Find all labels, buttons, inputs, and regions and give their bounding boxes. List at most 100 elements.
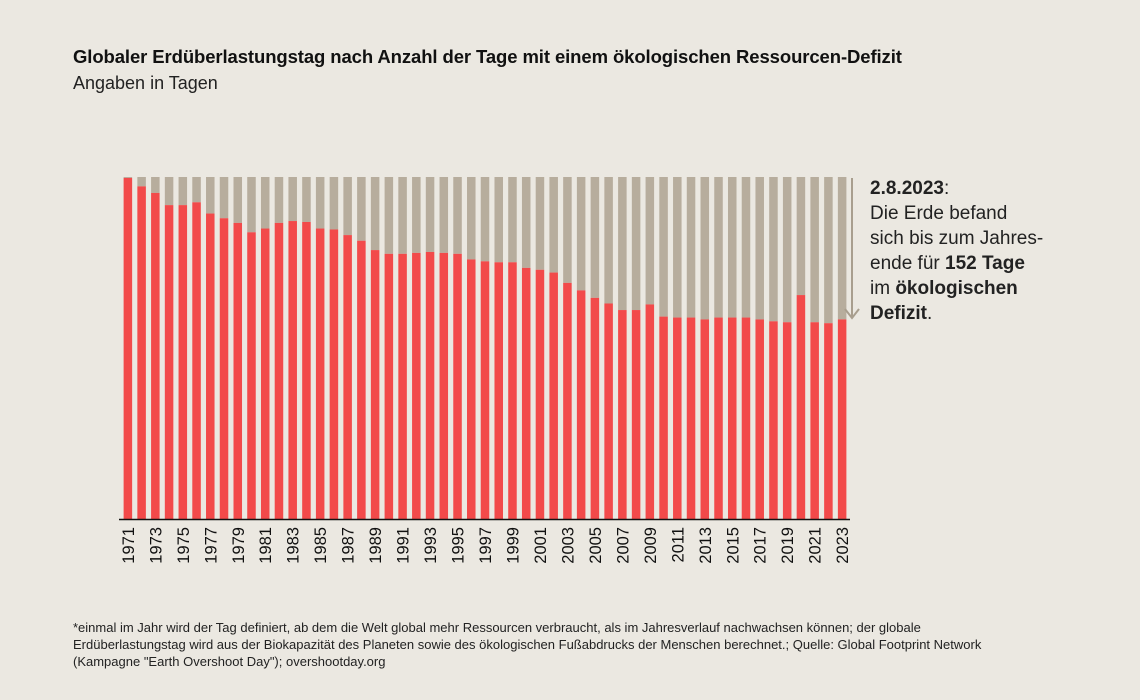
annotation-callout: 2.8.2023: Die Erde befand sich bis zum J…	[870, 176, 1120, 326]
bar-overshoot-2023	[837, 319, 847, 519]
x-tick-label: 1983	[285, 527, 303, 564]
x-tick-label: 1993	[422, 527, 440, 564]
bar-overshoot-2001	[535, 269, 545, 519]
bar-deficit-2021	[810, 177, 819, 323]
bar-deficit-2008	[631, 177, 641, 311]
bar-deficit-2010	[659, 177, 668, 317]
bar-deficit-1981	[260, 177, 270, 229]
chart-title: Globaler Erdüberlastungstag nach Anzahl …	[73, 46, 902, 67]
bar-overshoot-1978	[219, 218, 229, 520]
bar-overshoot-1984	[302, 221, 311, 520]
bar-deficit-1985	[315, 177, 325, 229]
bar-deficit-2016	[741, 177, 751, 318]
x-tick-label: 1975	[175, 527, 193, 564]
bar-deficit-1980	[247, 177, 256, 233]
bar-overshoot-2011	[673, 317, 682, 519]
bar-overshoot-1990	[384, 253, 394, 519]
bar-deficit-2017	[755, 177, 764, 320]
annotation-line-1: Die Erde befand	[870, 203, 1008, 224]
bar-deficit-2001	[535, 177, 545, 270]
bar-overshoot-1971	[123, 177, 133, 519]
bar-deficit-2000	[521, 177, 531, 268]
bar-deficit-2003	[563, 177, 572, 283]
bar-overshoot-2017	[755, 319, 764, 519]
bars-group	[123, 177, 847, 520]
bar-deficit-1988	[357, 177, 366, 241]
bar-deficit-2020	[796, 177, 806, 296]
annotation-line-3: ende für	[870, 253, 945, 274]
bar-deficit-1978	[219, 177, 229, 219]
bar-overshoot-2006	[604, 303, 613, 519]
bar-overshoot-1991	[398, 253, 407, 519]
x-tick-label: 2021	[807, 527, 825, 564]
bar-deficit-1989	[370, 177, 380, 251]
bar-overshoot-1975	[178, 205, 188, 520]
bar-overshoot-2008	[631, 310, 641, 519]
bar-overshoot-1983	[288, 221, 297, 520]
bar-overshoot-2005	[590, 297, 600, 519]
x-tick-label: 2005	[587, 527, 605, 564]
bar-deficit-2015	[727, 177, 737, 318]
bar-deficit-1996	[467, 177, 476, 260]
bar-overshoot-1979	[233, 222, 243, 519]
bar-deficit-1974	[164, 177, 174, 206]
bar-overshoot-1999	[508, 262, 517, 519]
bar-overshoot-1977	[206, 213, 215, 520]
annotation-ecological-highlight: ökologischen	[895, 278, 1018, 299]
bar-deficit-1995	[453, 177, 462, 254]
bar-overshoot-1986	[329, 229, 339, 519]
bar-overshoot-2004	[576, 290, 586, 519]
bar-overshoot-2018	[769, 321, 778, 519]
bar-overshoot-2007	[618, 310, 627, 519]
annotation-arrow-icon	[844, 178, 860, 320]
bar-overshoot-1998	[494, 262, 503, 519]
x-tick-label: 2023	[834, 527, 852, 564]
bar-overshoot-1985	[315, 228, 325, 519]
x-tick-label: 2017	[752, 527, 770, 564]
bar-overshoot-2014	[714, 317, 723, 519]
bar-deficit-1983	[288, 177, 297, 222]
bar-overshoot-1973	[151, 192, 160, 519]
bar-deficit-1999	[508, 177, 517, 263]
bar-overshoot-2021	[810, 322, 819, 519]
bar-overshoot-1993	[425, 251, 435, 519]
chart-subtitle: Angaben in Tagen	[73, 73, 218, 93]
bar-deficit-1982	[274, 177, 284, 223]
bar-overshoot-1989	[370, 250, 380, 519]
bar-overshoot-1981	[260, 228, 270, 519]
x-tick-label: 1973	[147, 527, 165, 564]
bar-overshoot-1980	[247, 232, 256, 519]
bar-deficit-2009	[645, 177, 655, 305]
x-tick-label: 1989	[367, 527, 385, 564]
footnote: *einmal im Jahr wird der Tag definiert, …	[73, 620, 982, 669]
bar-deficit-1971	[123, 177, 133, 178]
bar-overshoot-1972	[137, 186, 146, 519]
bar-deficit-2006	[604, 177, 613, 304]
bar-deficit-1993	[425, 177, 435, 252]
annotation-line-2: sich bis zum Jahres-	[870, 228, 1044, 249]
annotation-period: .	[927, 303, 933, 324]
bar-deficit-1977	[206, 177, 215, 214]
x-tick-label: 1995	[450, 527, 468, 564]
annotation-days-highlight: 152 Tage	[945, 253, 1025, 274]
bar-overshoot-1996	[467, 259, 476, 519]
bar-overshoot-1992	[412, 252, 421, 519]
bar-deficit-2019	[782, 177, 792, 323]
bar-deficit-2014	[714, 177, 723, 318]
bar-deficit-1990	[384, 177, 394, 254]
bar-overshoot-1982	[274, 222, 284, 519]
annotation-line-4: im	[870, 278, 896, 299]
bar-deficit-1991	[398, 177, 407, 254]
bar-overshoot-2015	[727, 317, 737, 519]
bar-deficit-2005	[590, 177, 600, 298]
bar-deficit-2018	[769, 177, 778, 322]
bar-deficit-2007	[618, 177, 627, 311]
x-tick-labels: 1971 1973 1975 1977 1979 1981 1983 1985 1987 1989…	[120, 527, 852, 564]
x-tick-label: 1999	[504, 527, 522, 564]
bar-overshoot-2019	[782, 322, 792, 519]
x-tick-label: 1985	[312, 527, 330, 564]
bar-deficit-1975	[178, 177, 188, 206]
bar-deficit-2023	[837, 177, 847, 320]
x-tick-label: 1977	[202, 527, 220, 564]
